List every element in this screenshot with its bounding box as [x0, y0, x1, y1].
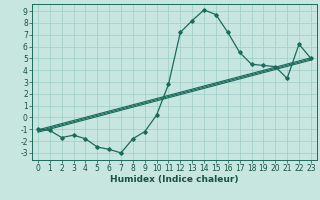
- X-axis label: Humidex (Indice chaleur): Humidex (Indice chaleur): [110, 175, 239, 184]
